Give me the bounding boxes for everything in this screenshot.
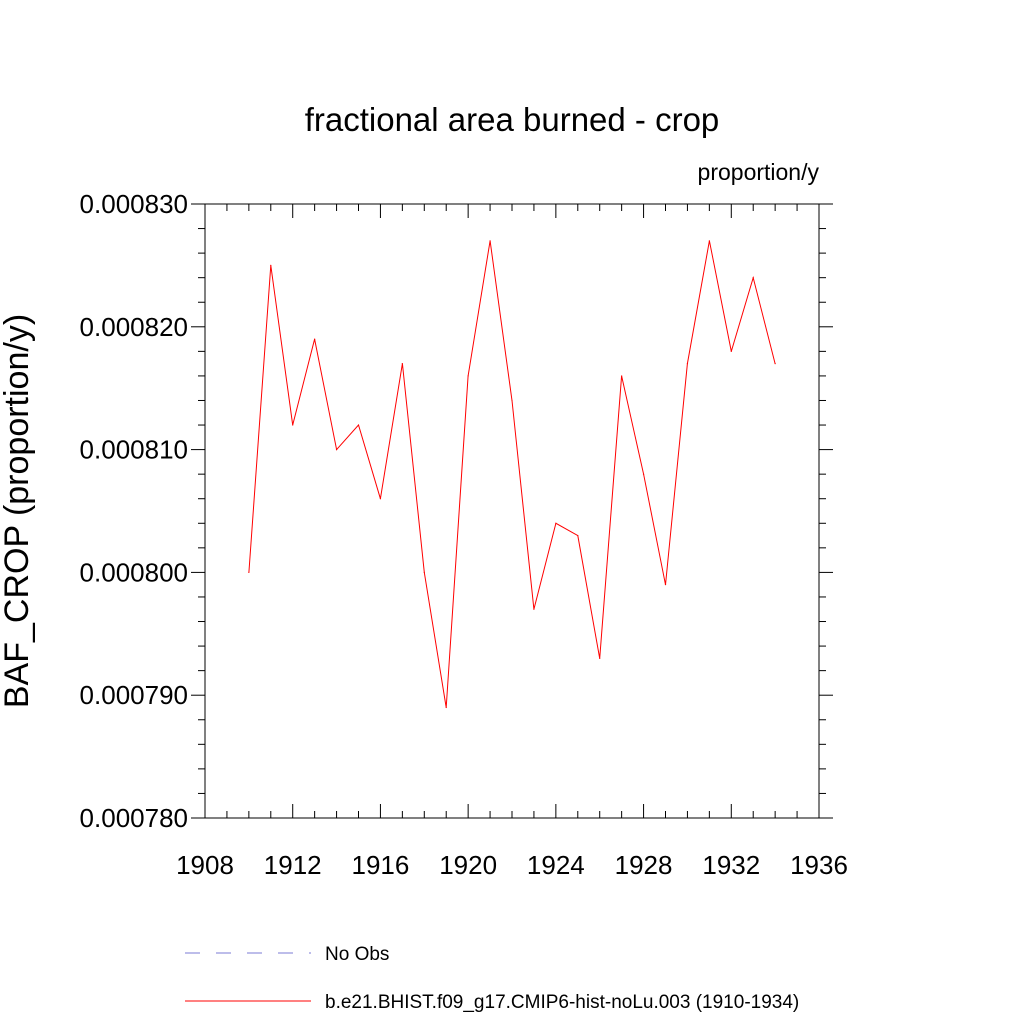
axis-ticks xyxy=(191,203,833,819)
data-point xyxy=(489,240,491,242)
y-tick-labels: 0.000780 0.000790 0.000800 0.000810 0.000820… xyxy=(80,189,188,833)
chart-title: fractional area burned - crop xyxy=(305,101,720,138)
data-point xyxy=(270,264,272,266)
y-tick-label: 0.000820 xyxy=(80,312,188,342)
y-tick-label: 0.000810 xyxy=(80,435,188,465)
x-tick-labels: 1908 1912 1916 1920 1924 1928 1932 1936 xyxy=(176,850,848,880)
data-point xyxy=(642,473,645,475)
data-point xyxy=(379,498,382,500)
data-point xyxy=(401,363,403,365)
data-point xyxy=(292,424,294,426)
data-point xyxy=(599,657,601,659)
x-tick-label: 1924 xyxy=(527,850,585,880)
plot-frame xyxy=(204,203,820,819)
data-point xyxy=(248,571,250,574)
x-tick-label: 1928 xyxy=(615,850,673,880)
x-tick-label: 1920 xyxy=(439,850,497,880)
data-point xyxy=(774,363,776,365)
data-point xyxy=(752,277,754,279)
data-point xyxy=(686,363,689,365)
data-point xyxy=(467,375,469,377)
legend-label-no-obs: No Obs xyxy=(325,944,389,965)
x-tick-label: 1908 xyxy=(176,850,234,880)
y-axis-label: BAF_CROP (proportion/y) xyxy=(0,314,36,708)
x-tick-label: 1936 xyxy=(790,850,848,880)
y-tick-label: 0.000790 xyxy=(80,680,188,710)
series-line-0 xyxy=(248,240,776,708)
y-tick-label: 0.000780 xyxy=(80,803,188,833)
y-tick-label: 0.000830 xyxy=(80,189,188,219)
data-point xyxy=(555,522,557,524)
legend-label-model-run: b.e21.BHIST.f09_g17.CMIP6-hist-noLu.003 … xyxy=(325,992,799,1013)
data-point xyxy=(621,375,623,377)
x-tick-label: 1932 xyxy=(702,850,760,880)
data-point xyxy=(423,571,425,574)
data-point xyxy=(577,534,579,537)
legend: No Obs b.e21.BHIST.f09_g17.CMIP6-hist-no… xyxy=(185,944,799,1013)
data-point xyxy=(314,338,316,340)
data-point xyxy=(730,350,732,352)
data-point xyxy=(335,449,338,451)
data-point xyxy=(708,240,710,242)
units-label: proportion/y xyxy=(698,159,820,185)
data-point xyxy=(445,706,447,709)
series-layer xyxy=(248,240,776,709)
x-tick-label: 1912 xyxy=(264,850,322,880)
data-point xyxy=(533,608,535,610)
x-tick-label: 1916 xyxy=(352,850,410,880)
data-point xyxy=(357,424,360,426)
data-point xyxy=(511,399,513,402)
y-tick-label: 0.000800 xyxy=(80,557,188,587)
data-point xyxy=(664,584,667,586)
